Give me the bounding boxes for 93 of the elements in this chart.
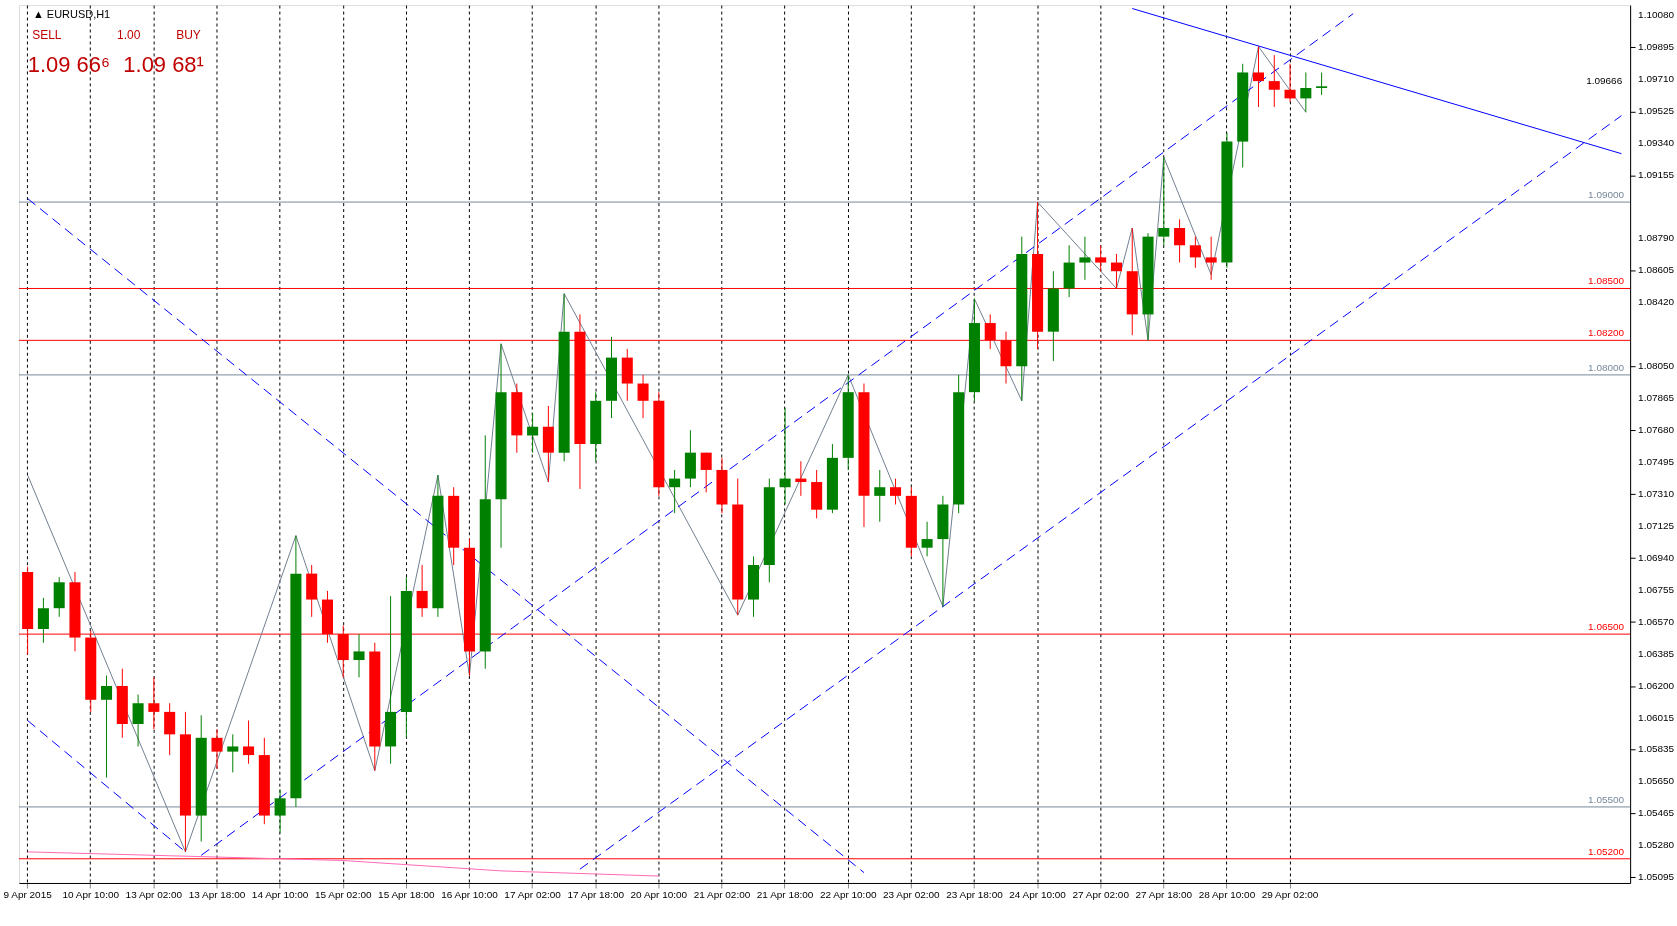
annotation: 1.09 66⁶ [27,51,110,77]
y-tick-label: 1.05835 [1638,743,1675,755]
y-tick-label: 1.07125 [1638,520,1675,532]
candlestick [779,407,791,505]
line-series [27,851,660,877]
y-tick-label: 1.09710 [1638,73,1675,85]
annotation: SELL [32,27,62,42]
y-tick-label: 1.06755 [1638,584,1675,596]
y-tick-label: 1.08790 [1638,232,1675,244]
x-tick-label: 23 Apr 02:00 [883,889,941,901]
x-tick-label: 27 Apr 02:00 [1072,889,1130,901]
x-tick-label: 22 Apr 10:00 [819,889,877,901]
candlestick [1284,63,1296,103]
y-tick-label: 1.06570 [1638,616,1675,628]
y-tick-label: 1.07680 [1638,424,1675,436]
x-tick-label: 23 Apr 18:00 [946,889,1004,901]
candlestick [1174,218,1186,264]
y-tick-label: 1.08420 [1638,296,1675,308]
x-tick-label: 13 Apr 02:00 [125,889,183,901]
ref-line-label: 1.05500 [1588,793,1625,805]
candlestick [1158,156,1170,246]
candlestick [211,728,223,770]
candlestick [874,469,886,523]
x-tick-label: 17 Apr 02:00 [504,889,562,901]
candlestick [37,597,49,644]
ref-line-label: 1.05200 [1588,845,1625,857]
x-tick-label: 13 Apr 18:00 [188,889,246,901]
ref-line-label: 1.08000 [1588,361,1625,373]
y-tick-label: 1.07310 [1638,488,1675,500]
candlestick [1252,46,1265,108]
x-tick-label: 21 Apr 02:00 [693,889,751,901]
y-tick-label: 1.10080 [1638,9,1675,21]
y-tick-label: 1.08605 [1638,264,1675,276]
annotation: 1.09 68¹ [123,51,204,77]
ref-line-label: 1.09000 [1588,189,1625,201]
x-tick-label: 20 Apr 10:00 [630,889,688,901]
annotation: 1.00 [117,27,141,42]
y-tick-label: 1.09895 [1638,41,1675,53]
candlestick [1079,236,1091,281]
candlestick [1316,71,1328,96]
candlestick [1300,71,1312,113]
ref-line-label: 1.06500 [1588,621,1625,633]
x-tick-label: 15 Apr 02:00 [314,889,372,901]
y-tick-label: 1.07865 [1638,392,1675,404]
candlestick [527,412,539,454]
y-tick-label: 1.06385 [1638,647,1675,659]
annotation: 1.09666 [1586,74,1623,86]
candlestick [637,374,649,419]
y-tick-label: 1.05095 [1638,870,1675,882]
chart-title: ▲ EURUSD,H1 [32,8,111,21]
candlestick [274,789,286,834]
candlestick [101,675,113,779]
y-tick-label: 1.06015 [1638,711,1675,723]
y-tick-label: 1.06940 [1638,552,1675,564]
candlestick [1110,253,1122,289]
annotation: BUY [176,27,201,42]
x-tick-label: 9 Apr 2015 [3,889,53,901]
candlestick [132,694,144,747]
candlestick [243,720,255,765]
x-tick-label: 27 Apr 18:00 [1135,889,1193,901]
y-tick-label: 1.05650 [1638,775,1675,786]
candlestick [1268,54,1280,108]
y-tick-label: 1.09340 [1638,137,1675,149]
x-tick-label: 10 Apr 10:00 [62,889,120,901]
candlestick [416,564,428,618]
x-tick-label: 29 Apr 02:00 [1261,889,1319,901]
candlestick [164,702,176,756]
y-tick-label: 1.09525 [1638,105,1675,117]
candlestick [1205,236,1217,281]
ref-line-label: 1.08200 [1588,327,1625,339]
x-tick-label: 15 Apr 18:00 [378,889,436,901]
y-tick-label: 1.06200 [1638,679,1675,691]
y-tick-label: 1.09155 [1638,169,1675,181]
y-tick-label: 1.05465 [1638,806,1675,818]
candlestick [700,452,712,493]
x-tick-label: 24 Apr 10:00 [1009,889,1067,901]
x-tick-label: 28 Apr 10:00 [1198,889,1256,901]
ref-line-label: 1.08500 [1588,275,1625,287]
candlestick [1095,244,1107,272]
candlestick [148,676,160,730]
candlestick [227,733,239,773]
y-tick-label: 1.07495 [1638,456,1675,468]
candlestick [1189,236,1201,269]
x-tick-label: 16 Apr 10:00 [441,889,499,901]
x-tick-label: 21 Apr 18:00 [756,889,814,901]
x-tick-label: 14 Apr 10:00 [251,889,309,901]
candlestick [669,469,681,514]
y-tick-label: 1.08050 [1638,360,1675,372]
y-tick-label: 1.05280 [1638,838,1675,850]
x-tick-label: 17 Apr 18:00 [567,889,625,901]
candlestick [921,521,933,557]
candlestick [353,633,365,678]
candlestick [890,478,902,505]
